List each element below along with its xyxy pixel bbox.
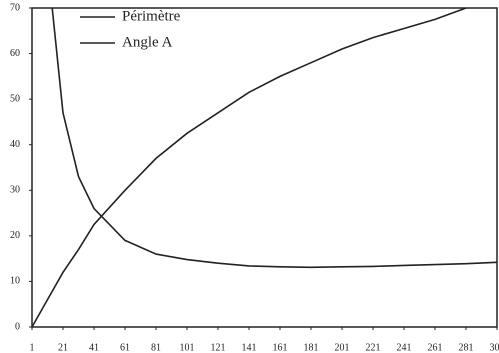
y-tick-label: 70 [10,2,20,13]
x-tick-label: 221 [366,342,381,353]
y-tick-label: 0 [15,321,20,332]
x-tick-label: 281 [459,342,474,353]
x-tick-label: 21 [58,342,68,353]
x-tick-label: 161 [273,342,288,353]
plot-area [32,8,497,327]
y-tick-label: 10 [10,276,20,287]
y-tick-label: 50 [10,93,20,104]
x-tick-label: 101 [180,342,195,353]
x-tick-label: 61 [120,342,130,353]
y-tick-label: 20 [10,230,20,241]
x-tick-label: 261 [428,342,443,353]
legend-label: Angle A [122,34,173,50]
legend-label: Périmètre [122,8,181,24]
series-line [51,8,497,269]
y-tick-label: 40 [10,139,20,150]
x-tick-label: 141 [242,342,257,353]
x-tick-label: 121 [211,342,226,353]
x-tick-label: 81 [151,342,161,353]
x-tick-label: 181 [304,342,319,353]
x-tick-label: 241 [397,342,412,353]
y-tick-label: 60 [10,48,20,59]
y-tick-label: 30 [10,185,20,196]
x-tick-label: 301 [490,342,499,353]
x-tick-label: 41 [89,342,99,353]
plot-frame [31,7,498,328]
x-tick-label: 1 [30,342,35,353]
x-tick-label: 201 [335,342,350,353]
series-line [32,8,470,327]
